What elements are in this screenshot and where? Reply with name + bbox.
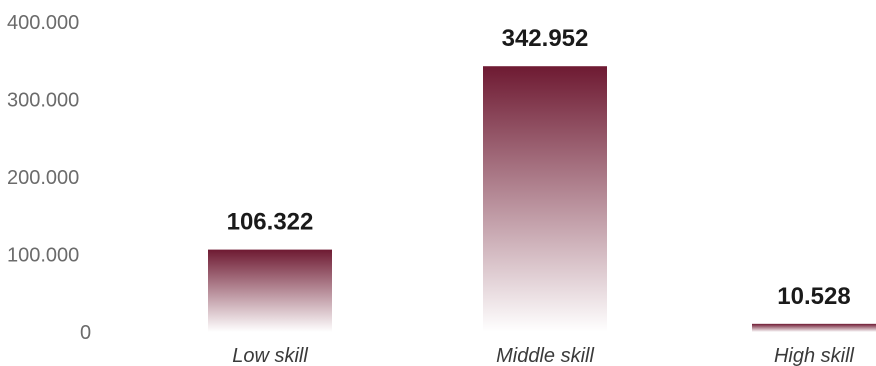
y-tick-label: 100.000 [7,245,79,267]
data-label: 10.528 [777,283,850,310]
data-label: 106.322 [227,209,314,236]
x-tick-label: High skill [774,345,855,366]
x-tick-label: Low skill [232,345,308,366]
data-label: 342.952 [502,25,589,52]
bar-low-skill [208,249,332,332]
y-tick-label: 300.000 [7,90,79,112]
y-axis: 0 100.000 200.000 300.000 400.000 [7,12,91,344]
x-axis: Low skill Middle skill High skill [232,345,854,366]
y-tick-label: 0 [80,322,91,344]
bar-high-skill [752,323,876,332]
x-tick-label: Middle skill [496,345,594,366]
y-tick-label: 400.000 [7,12,79,34]
y-tick-label: 200.000 [7,167,79,189]
bars [208,66,876,333]
bar-middle-skill [483,66,607,333]
value-labels: 106.322 342.952 10.528 [227,25,851,310]
